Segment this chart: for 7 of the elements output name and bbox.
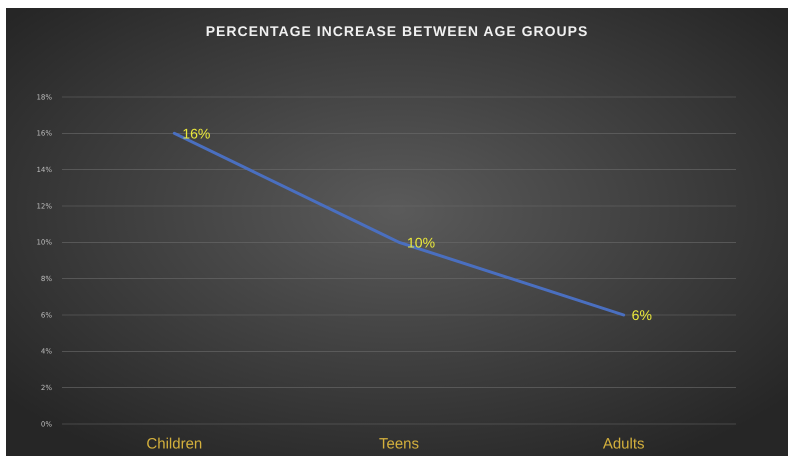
chart-title: PERCENTAGE INCREASE BETWEEN AGE GROUPS <box>206 23 588 39</box>
x-tick-label: Teens <box>378 436 420 453</box>
x-tick-label: Adults <box>602 436 645 453</box>
data-label: 10% <box>407 234 436 250</box>
data-label: 6% <box>632 307 652 323</box>
x-tick-label: Children <box>146 436 202 453</box>
data-label: 16% <box>182 125 210 142</box>
